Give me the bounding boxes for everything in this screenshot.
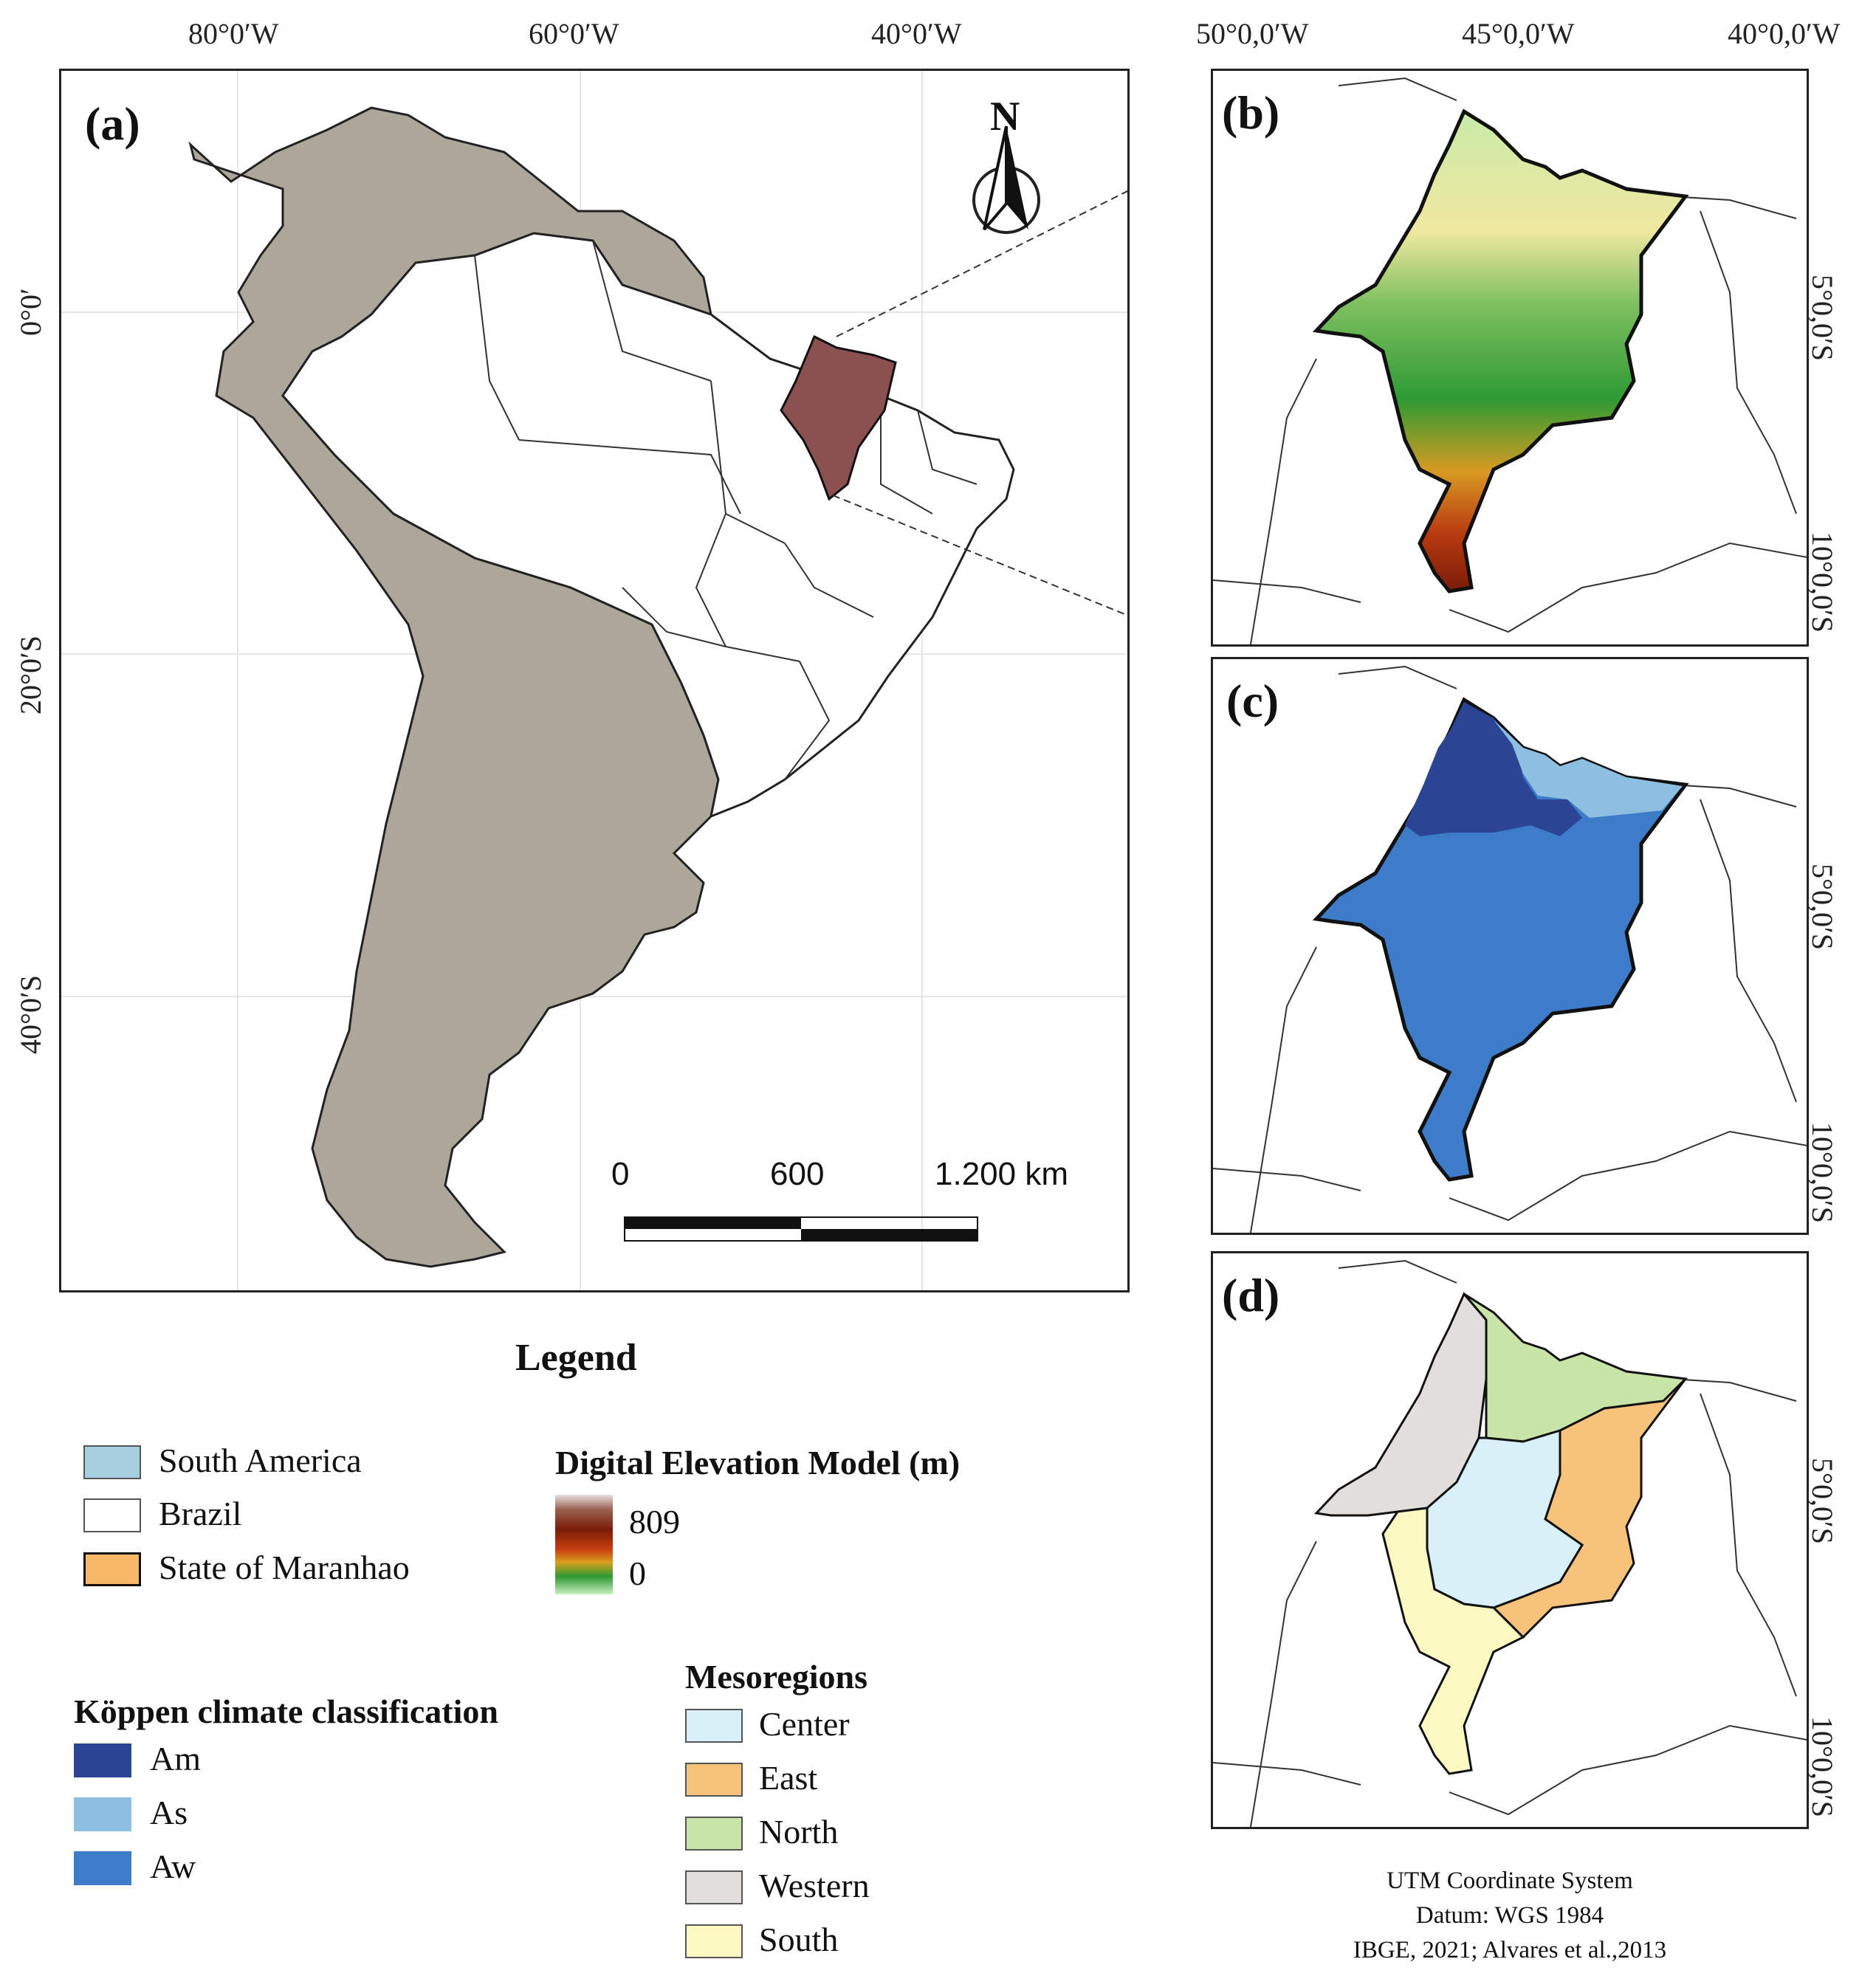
legend-label-western: Western: [759, 1867, 870, 1904]
legend-title: Legend: [515, 1337, 637, 1379]
credit-coordinate-system: UTM Coordinate System: [1387, 1867, 1633, 1894]
legend-label-east: East: [759, 1759, 818, 1797]
meso-legend-title: Mesoregions: [685, 1658, 868, 1696]
legend-label-south: South: [759, 1921, 839, 1958]
panel-c-label: (c): [1226, 675, 1279, 727]
koppen-am: [1405, 702, 1582, 836]
legend-label-brazil: Brazil: [159, 1495, 242, 1532]
map-panel-b: (b): [1211, 69, 1809, 647]
legend-swatch-brazil: [83, 1498, 141, 1532]
side-lon-tick-40w: 40°0,0′W: [1728, 17, 1841, 50]
legend-label-center: Center: [759, 1705, 850, 1743]
map-panel-c: (c): [1211, 657, 1809, 1235]
legend-swatch-western: [685, 1870, 743, 1904]
side-lon-tick-45w: 45°0,0′W: [1462, 17, 1575, 50]
b-lat-tick-10s: 10°0,0′S: [1806, 531, 1839, 633]
legend-swatch-east: [685, 1763, 743, 1797]
c-lat-tick-10s: 10°0,0′S: [1806, 1122, 1839, 1223]
legend-swatch-south-america: [83, 1445, 141, 1479]
map-panel-d: (d): [1211, 1251, 1809, 1829]
legend-swatch-am: [74, 1743, 131, 1777]
legend-swatch-as: [74, 1797, 131, 1831]
lon-tick-60w: 60°0′W: [529, 17, 619, 50]
scale-label-600: 600: [770, 1156, 825, 1192]
legend-label-am: Am: [150, 1740, 201, 1777]
c-lat-tick-5s: 5°0,0′S: [1806, 864, 1839, 950]
north-arrow-icon: [972, 125, 1040, 234]
legend-label-as: As: [150, 1794, 188, 1831]
dem-color-ramp: [555, 1495, 613, 1594]
dem-legend-title: Digital Elevation Model (m): [555, 1444, 961, 1481]
panel-a-label: (a): [85, 97, 140, 150]
maranhao-dem: [1312, 109, 1689, 593]
legend-swatch-north: [685, 1817, 743, 1851]
map-panel-a: (a) N 0 600 1.200 km: [59, 69, 1130, 1292]
legend-swatch-center: [685, 1709, 743, 1743]
panel-b-label: (b): [1222, 86, 1280, 139]
lat-tick-0: 0°0′: [14, 288, 47, 336]
credit-datum: Datum: WGS 1984: [1415, 1902, 1604, 1929]
lon-tick-80w: 80°0′W: [188, 17, 279, 50]
legend-swatch-south: [685, 1924, 743, 1958]
south-america-map: [61, 71, 1127, 1290]
meso-western: [1313, 1292, 1488, 1517]
b-lat-tick-5s: 5°0,0′S: [1806, 275, 1839, 361]
legend-label-maranhao: State of Maranhao: [159, 1549, 410, 1586]
lon-tick-40w: 40°0′W: [871, 17, 962, 50]
koppen-legend-title: Köppen climate classification: [74, 1693, 498, 1730]
legend-label-north: North: [759, 1813, 839, 1851]
d-lat-tick-5s: 5°0,0′S: [1806, 1458, 1839, 1544]
panel-d-label: (d): [1222, 1269, 1280, 1321]
legend-swatch-maranhao: [83, 1552, 141, 1586]
legend-label-south-america: South America: [159, 1442, 362, 1479]
scale-label-1200: 1.200 km: [935, 1156, 1068, 1192]
mesoregion-map: [1213, 1259, 1807, 1827]
koppen-map: [1213, 665, 1807, 1233]
credit-sources: IBGE, 2021; Alvares et al.,2013: [1353, 1937, 1667, 1963]
lat-tick-20s: 20°0′S: [14, 636, 47, 715]
lat-tick-40s: 40°0′S: [14, 975, 47, 1054]
north-arrow: N: [962, 93, 1051, 241]
dem-max-label: 809: [629, 1503, 680, 1540]
south-america-shape: [188, 106, 720, 1268]
legend-label-aw: Aw: [150, 1848, 196, 1885]
legend-swatch-aw: [74, 1851, 131, 1885]
side-lon-tick-50w: 50°0,0′W: [1196, 17, 1309, 50]
scale-bar: [624, 1216, 978, 1242]
dem-min-label: 0: [629, 1555, 646, 1592]
scale-label-0: 0: [611, 1156, 630, 1192]
meso-center: [1426, 1428, 1584, 1609]
d-lat-tick-10s: 10°0,0′S: [1806, 1716, 1839, 1817]
maranhao-shape: [780, 334, 897, 501]
meso-south: [1381, 1507, 1525, 1775]
koppen-as: [1494, 720, 1683, 818]
dem-map: [1213, 77, 1807, 644]
